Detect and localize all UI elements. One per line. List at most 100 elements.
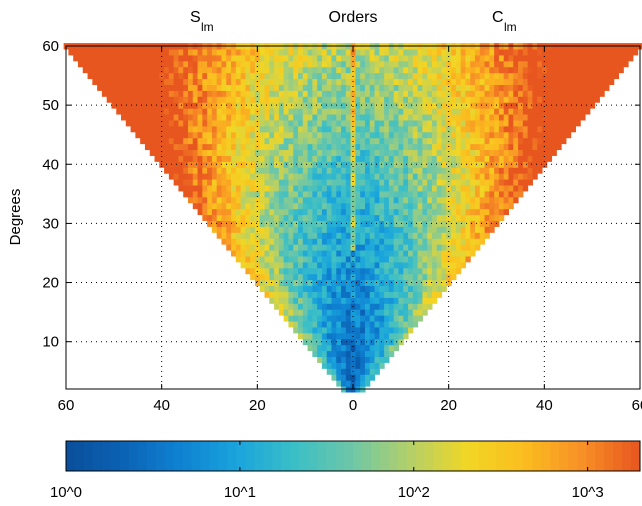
heat-cell	[451, 208, 457, 216]
heat-cell	[436, 60, 443, 68]
heat-cell	[388, 125, 395, 133]
heat-cell	[412, 190, 419, 198]
heat-cell	[431, 54, 438, 62]
heat-cell	[388, 315, 395, 322]
heat-cell	[355, 267, 361, 275]
heat-cell	[513, 66, 519, 74]
heat-cell	[474, 90, 481, 97]
heat-cell	[254, 196, 261, 204]
heat-cell	[360, 344, 366, 352]
heat-cell	[355, 119, 361, 127]
heat-cell	[326, 155, 333, 162]
heat-cell	[446, 179, 452, 186]
heat-cell	[398, 114, 404, 121]
heat-cell	[302, 232, 309, 239]
heat-cell	[455, 261, 462, 269]
heat-cell	[537, 96, 543, 103]
heat-cell	[403, 90, 409, 97]
heat-cell	[302, 326, 309, 334]
heat-cell	[436, 54, 443, 62]
heat-cell	[374, 338, 380, 346]
heat-cell	[283, 309, 289, 316]
heat-cell	[393, 149, 400, 156]
heat-cell	[431, 155, 438, 162]
heat-cell	[427, 179, 433, 186]
heat-cell	[326, 149, 333, 156]
heat-cell	[369, 309, 376, 316]
heat-cell	[527, 155, 533, 162]
heat-cell	[379, 49, 385, 56]
heat-cell	[503, 66, 510, 74]
heat-cell	[460, 114, 466, 121]
heat-cell	[565, 125, 572, 133]
heat-cell	[240, 226, 246, 233]
heat-cell	[441, 78, 447, 85]
heat-cell	[298, 285, 304, 292]
heat-cell	[431, 108, 438, 115]
heat-cell	[240, 179, 246, 186]
heat-cell	[460, 226, 466, 233]
heat-cell	[278, 72, 285, 80]
heat-cell	[379, 84, 385, 91]
heat-cell	[331, 114, 337, 121]
heat-cell	[164, 155, 170, 162]
heat-cell	[183, 190, 189, 198]
heat-cell	[436, 244, 443, 251]
heat-cell	[570, 78, 576, 85]
heat-cell	[451, 90, 457, 97]
heat-cell	[412, 303, 419, 310]
heat-cell	[374, 273, 380, 281]
heat-cell	[264, 190, 270, 198]
x-axis: 6040200204060	[58, 46, 642, 414]
heat-cell	[259, 131, 266, 139]
heat-cell	[374, 344, 380, 352]
heat-cell	[360, 72, 366, 80]
heat-cell	[446, 232, 452, 239]
heat-cell	[240, 202, 246, 210]
cosine-coefficient-label: C lm	[492, 9, 517, 34]
heat-cell	[345, 185, 352, 192]
heat-cell	[393, 291, 400, 298]
heat-cell	[336, 143, 342, 151]
heat-cell	[345, 285, 352, 292]
heat-cell	[580, 114, 586, 121]
heat-cell	[130, 96, 136, 103]
heat-cell	[298, 244, 304, 251]
heat-cell	[331, 72, 337, 80]
heat-cell	[484, 190, 490, 198]
heat-cell	[317, 143, 323, 151]
heat-cell	[111, 84, 117, 91]
heat-cell	[144, 102, 151, 109]
heat-cell	[355, 238, 361, 245]
heat-cell	[173, 179, 179, 186]
heat-cell	[269, 202, 275, 210]
heat-cell	[298, 173, 304, 180]
heat-cell	[374, 368, 380, 375]
heat-cell	[417, 202, 423, 210]
heat-cell	[111, 54, 117, 62]
heat-cell	[479, 119, 486, 127]
heat-cell	[149, 143, 156, 151]
heat-cell	[345, 332, 352, 340]
heat-cell	[561, 72, 567, 80]
heat-cell	[135, 102, 141, 109]
heat-cell	[431, 208, 438, 216]
heat-cell	[235, 232, 242, 239]
heat-cell	[398, 179, 404, 186]
heat-cell	[398, 137, 404, 145]
heat-cell	[494, 66, 500, 74]
heat-cell	[427, 49, 433, 56]
heat-cell	[149, 90, 156, 97]
heat-cell	[317, 196, 323, 204]
heat-cell	[288, 291, 294, 298]
heat-cell	[341, 315, 347, 322]
heat-cell	[589, 72, 596, 80]
heat-cell	[350, 350, 356, 358]
heat-cell	[364, 362, 371, 369]
heat-cell	[106, 90, 113, 97]
heat-cell	[369, 114, 376, 121]
heat-cell	[331, 344, 337, 352]
heat-cell	[364, 96, 371, 103]
heat-cell	[369, 226, 376, 233]
heat-cell	[379, 196, 385, 204]
